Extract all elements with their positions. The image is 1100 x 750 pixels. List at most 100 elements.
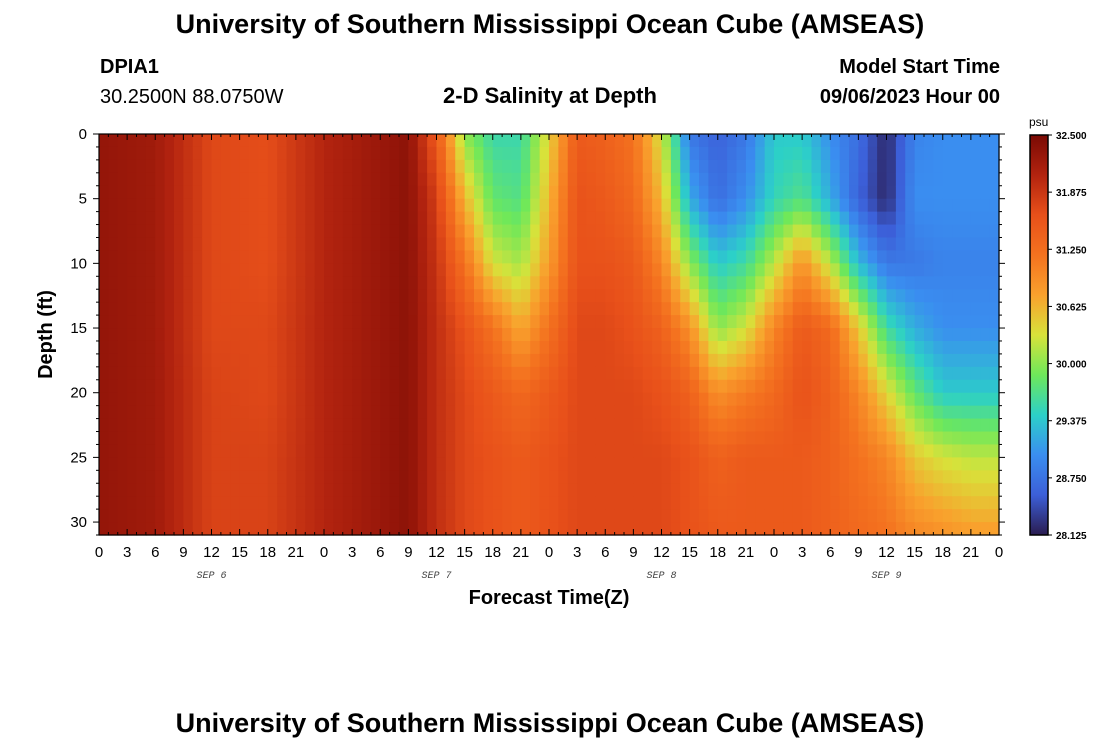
heatmap-cell <box>942 340 953 355</box>
heatmap-cell <box>267 328 278 342</box>
heatmap-cell <box>99 353 109 368</box>
heatmap-cell <box>830 483 841 497</box>
heatmap-cell <box>324 328 334 342</box>
heatmap-cell <box>286 379 297 394</box>
heatmap-cell <box>370 224 381 239</box>
heatmap-cell <box>764 185 775 200</box>
heatmap-cell <box>202 496 213 510</box>
heatmap-cell <box>464 522 475 536</box>
heatmap-cell <box>267 418 278 433</box>
heatmap-cell <box>624 224 634 239</box>
heatmap-cell <box>361 522 372 536</box>
heatmap-cell <box>417 198 428 213</box>
heatmap-cell <box>155 431 166 446</box>
heatmap-cell <box>652 198 663 213</box>
heatmap-cell <box>530 211 541 226</box>
heatmap-cell <box>567 379 578 394</box>
heatmap-cell <box>389 457 400 471</box>
heatmap-cell <box>192 172 203 187</box>
heatmap-cell <box>595 211 606 226</box>
heatmap-cell <box>980 392 991 407</box>
heatmap-cell <box>830 263 841 277</box>
heatmap-cell <box>220 366 231 381</box>
heatmap-cell <box>155 146 166 161</box>
heatmap-cell <box>389 392 400 407</box>
heatmap-cell <box>520 263 531 277</box>
heatmap-cells <box>99 134 1000 536</box>
heatmap-cell <box>680 198 691 213</box>
heatmap-cell <box>839 366 850 381</box>
heatmap-cell <box>380 483 391 497</box>
heatmap-cell <box>577 185 588 200</box>
heatmap-cell <box>924 328 934 342</box>
heatmap-cell <box>595 224 606 239</box>
heatmap-cell <box>877 328 888 342</box>
heatmap-cell <box>220 185 231 200</box>
heatmap-cell <box>680 418 691 433</box>
heatmap-cell <box>145 418 156 433</box>
heatmap-cell <box>708 522 719 536</box>
heatmap-cell <box>399 431 409 446</box>
heatmap-cell <box>474 496 484 510</box>
x-tick-label: 9 <box>179 544 187 561</box>
heatmap-cell <box>220 353 231 368</box>
heatmap-cell <box>802 172 813 187</box>
heatmap-cell <box>661 353 672 368</box>
heatmap-cell <box>989 289 1000 303</box>
heatmap-cell <box>989 159 1000 174</box>
heatmap-cell <box>961 250 972 264</box>
heatmap-cell <box>642 379 653 394</box>
heatmap-cell <box>155 379 166 394</box>
heatmap-cell <box>295 457 306 471</box>
heatmap-cell <box>802 211 813 226</box>
heatmap-cell <box>867 496 878 510</box>
heatmap-cell <box>183 185 194 200</box>
heatmap-cell <box>192 224 203 239</box>
heatmap-cell <box>408 509 419 523</box>
heatmap-cell <box>699 522 709 536</box>
heatmap-cell <box>952 392 963 407</box>
heatmap-cell <box>970 496 981 510</box>
heatmap-cell <box>239 496 250 510</box>
heatmap-cell <box>858 159 869 174</box>
heatmap-cell <box>614 418 625 433</box>
heatmap-cell <box>839 172 850 187</box>
heatmap-cell <box>220 509 231 523</box>
heatmap-cell <box>717 470 728 484</box>
heatmap-cell <box>155 185 166 200</box>
heatmap-cell <box>136 146 147 161</box>
x-axis-title: Forecast Time(Z) <box>469 587 630 609</box>
heatmap-cell <box>295 263 306 277</box>
heatmap-cell <box>324 198 334 213</box>
heatmap-cell <box>867 289 878 303</box>
heatmap-cell <box>136 509 147 523</box>
heatmap-cell <box>614 185 625 200</box>
heatmap-cell <box>370 237 381 252</box>
heatmap-cell <box>380 224 391 239</box>
heatmap-cell <box>867 366 878 381</box>
heatmap-cell <box>474 172 484 187</box>
heatmap-cell <box>295 392 306 407</box>
heatmap-cell <box>324 250 334 264</box>
heatmap-cell <box>370 302 381 316</box>
heatmap-cell <box>492 392 503 407</box>
heatmap-cell <box>145 328 156 342</box>
heatmap-cell <box>689 353 700 368</box>
heatmap-cell <box>502 431 513 446</box>
heatmap-cell <box>164 198 175 213</box>
heatmap-cell <box>286 250 297 264</box>
heatmap-cell <box>961 198 972 213</box>
heatmap-cell <box>802 366 813 381</box>
heatmap-cell <box>380 211 391 226</box>
heatmap-cell <box>933 405 944 420</box>
heatmap-cell <box>642 340 653 355</box>
heatmap-cell <box>202 211 213 226</box>
heatmap-cell <box>642 159 653 174</box>
heatmap-cell <box>661 159 672 174</box>
heatmap-cell <box>230 340 241 355</box>
heatmap-cell <box>220 198 231 213</box>
heatmap-cell <box>914 470 925 484</box>
heatmap-cell <box>914 172 925 187</box>
heatmap-cell <box>380 444 391 458</box>
heatmap-cell <box>511 405 522 420</box>
